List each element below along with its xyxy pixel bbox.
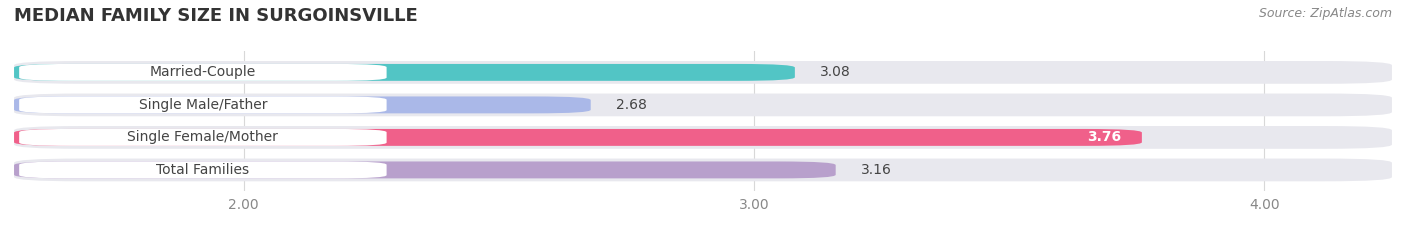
FancyBboxPatch shape [14, 126, 1392, 149]
Text: 3.76: 3.76 [1087, 130, 1122, 144]
FancyBboxPatch shape [14, 161, 835, 178]
FancyBboxPatch shape [20, 96, 387, 113]
Text: 3.08: 3.08 [820, 65, 851, 79]
FancyBboxPatch shape [14, 96, 591, 113]
Text: Source: ZipAtlas.com: Source: ZipAtlas.com [1258, 7, 1392, 20]
Text: Married-Couple: Married-Couple [150, 65, 256, 79]
Text: 2.68: 2.68 [616, 98, 647, 112]
Text: 3.16: 3.16 [862, 163, 891, 177]
FancyBboxPatch shape [20, 64, 387, 81]
FancyBboxPatch shape [14, 93, 1392, 116]
Text: Single Male/Father: Single Male/Father [139, 98, 267, 112]
Text: Single Female/Mother: Single Female/Mother [128, 130, 278, 144]
FancyBboxPatch shape [20, 161, 387, 178]
Text: Total Families: Total Families [156, 163, 249, 177]
FancyBboxPatch shape [14, 129, 1142, 146]
FancyBboxPatch shape [14, 61, 1392, 84]
FancyBboxPatch shape [14, 64, 794, 81]
Text: MEDIAN FAMILY SIZE IN SURGOINSVILLE: MEDIAN FAMILY SIZE IN SURGOINSVILLE [14, 7, 418, 25]
FancyBboxPatch shape [14, 158, 1392, 181]
FancyBboxPatch shape [20, 129, 387, 146]
